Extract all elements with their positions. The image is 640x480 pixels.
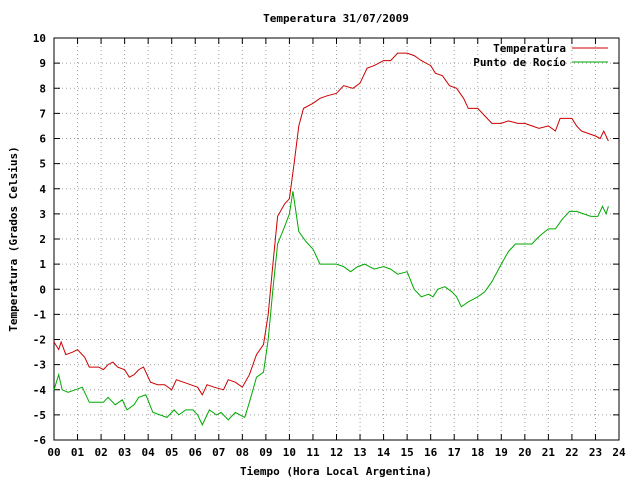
y-tick-label: 7 [39, 107, 46, 120]
y-tick-label: -4 [33, 384, 47, 397]
x-tick-label: 11 [306, 446, 320, 459]
x-tick-label: 12 [330, 446, 343, 459]
y-tick-label: -1 [33, 308, 47, 321]
y-tick-label: 2 [39, 233, 46, 246]
y-axis-label: Temperatura (Grados Celsius) [7, 146, 20, 331]
chart-title: Temperatura 31/07/2009 [263, 12, 409, 25]
x-tick-label: 20 [518, 446, 531, 459]
x-tick-label: 24 [612, 446, 626, 459]
y-tick-label: -3 [33, 359, 46, 372]
x-tick-label: 21 [542, 446, 556, 459]
y-tick-label: 4 [39, 183, 46, 196]
y-tick-label: -5 [33, 409, 46, 422]
x-tick-label: 10 [283, 446, 296, 459]
y-tick-label: 3 [39, 208, 46, 221]
x-tick-label: 01 [71, 446, 85, 459]
y-axis-ticks: -6 -5 -4 -3 -2 -1 0 1 2 3 4 5 6 7 8 9 10 [33, 32, 619, 447]
x-tick-label: 00 [47, 446, 60, 459]
x-tick-label: 16 [424, 446, 438, 459]
grid-lines [54, 38, 619, 440]
y-tick-label: 6 [39, 133, 46, 146]
y-tick-label: 0 [39, 283, 46, 296]
y-tick-label: 10 [33, 32, 46, 45]
legend-label: Temperatura [493, 42, 566, 55]
x-tick-label: 09 [259, 446, 272, 459]
x-axis-label: Tiempo (Hora Local Argentina) [240, 465, 432, 478]
x-tick-label: 22 [565, 446, 578, 459]
x-tick-label: 03 [118, 446, 131, 459]
y-tick-label: 1 [39, 258, 46, 271]
y-tick-label: 8 [39, 82, 46, 95]
x-tick-label: 23 [589, 446, 602, 459]
legend-label: Punto de Rocío [473, 56, 566, 69]
x-tick-label: 07 [212, 446, 225, 459]
y-tick-label: 9 [39, 57, 46, 70]
x-tick-label: 13 [353, 446, 366, 459]
x-tick-label: 14 [377, 446, 391, 459]
series-line-temperatura [53, 52, 609, 396]
x-tick-label: 08 [236, 446, 249, 459]
x-tick-label: 06 [189, 446, 203, 459]
x-tick-label: 04 [142, 446, 156, 459]
x-tick-label: 02 [94, 446, 107, 459]
y-tick-label: 5 [39, 158, 46, 171]
x-tick-label: 17 [448, 446, 461, 459]
x-axis-ticks: 00 01 02 03 04 05 06 07 08 09 10 11 12 13 14 15 16 17 18 19… [47, 38, 626, 459]
x-tick-label: 15 [401, 446, 414, 459]
series-group [53, 52, 609, 427]
y-tick-label: -6 [33, 434, 47, 447]
x-tick-label: 19 [495, 446, 508, 459]
x-tick-label: 05 [165, 446, 178, 459]
series-line-punto-de-rocio [53, 191, 609, 427]
x-tick-label: 18 [471, 446, 484, 459]
y-tick-label: -2 [33, 334, 46, 347]
